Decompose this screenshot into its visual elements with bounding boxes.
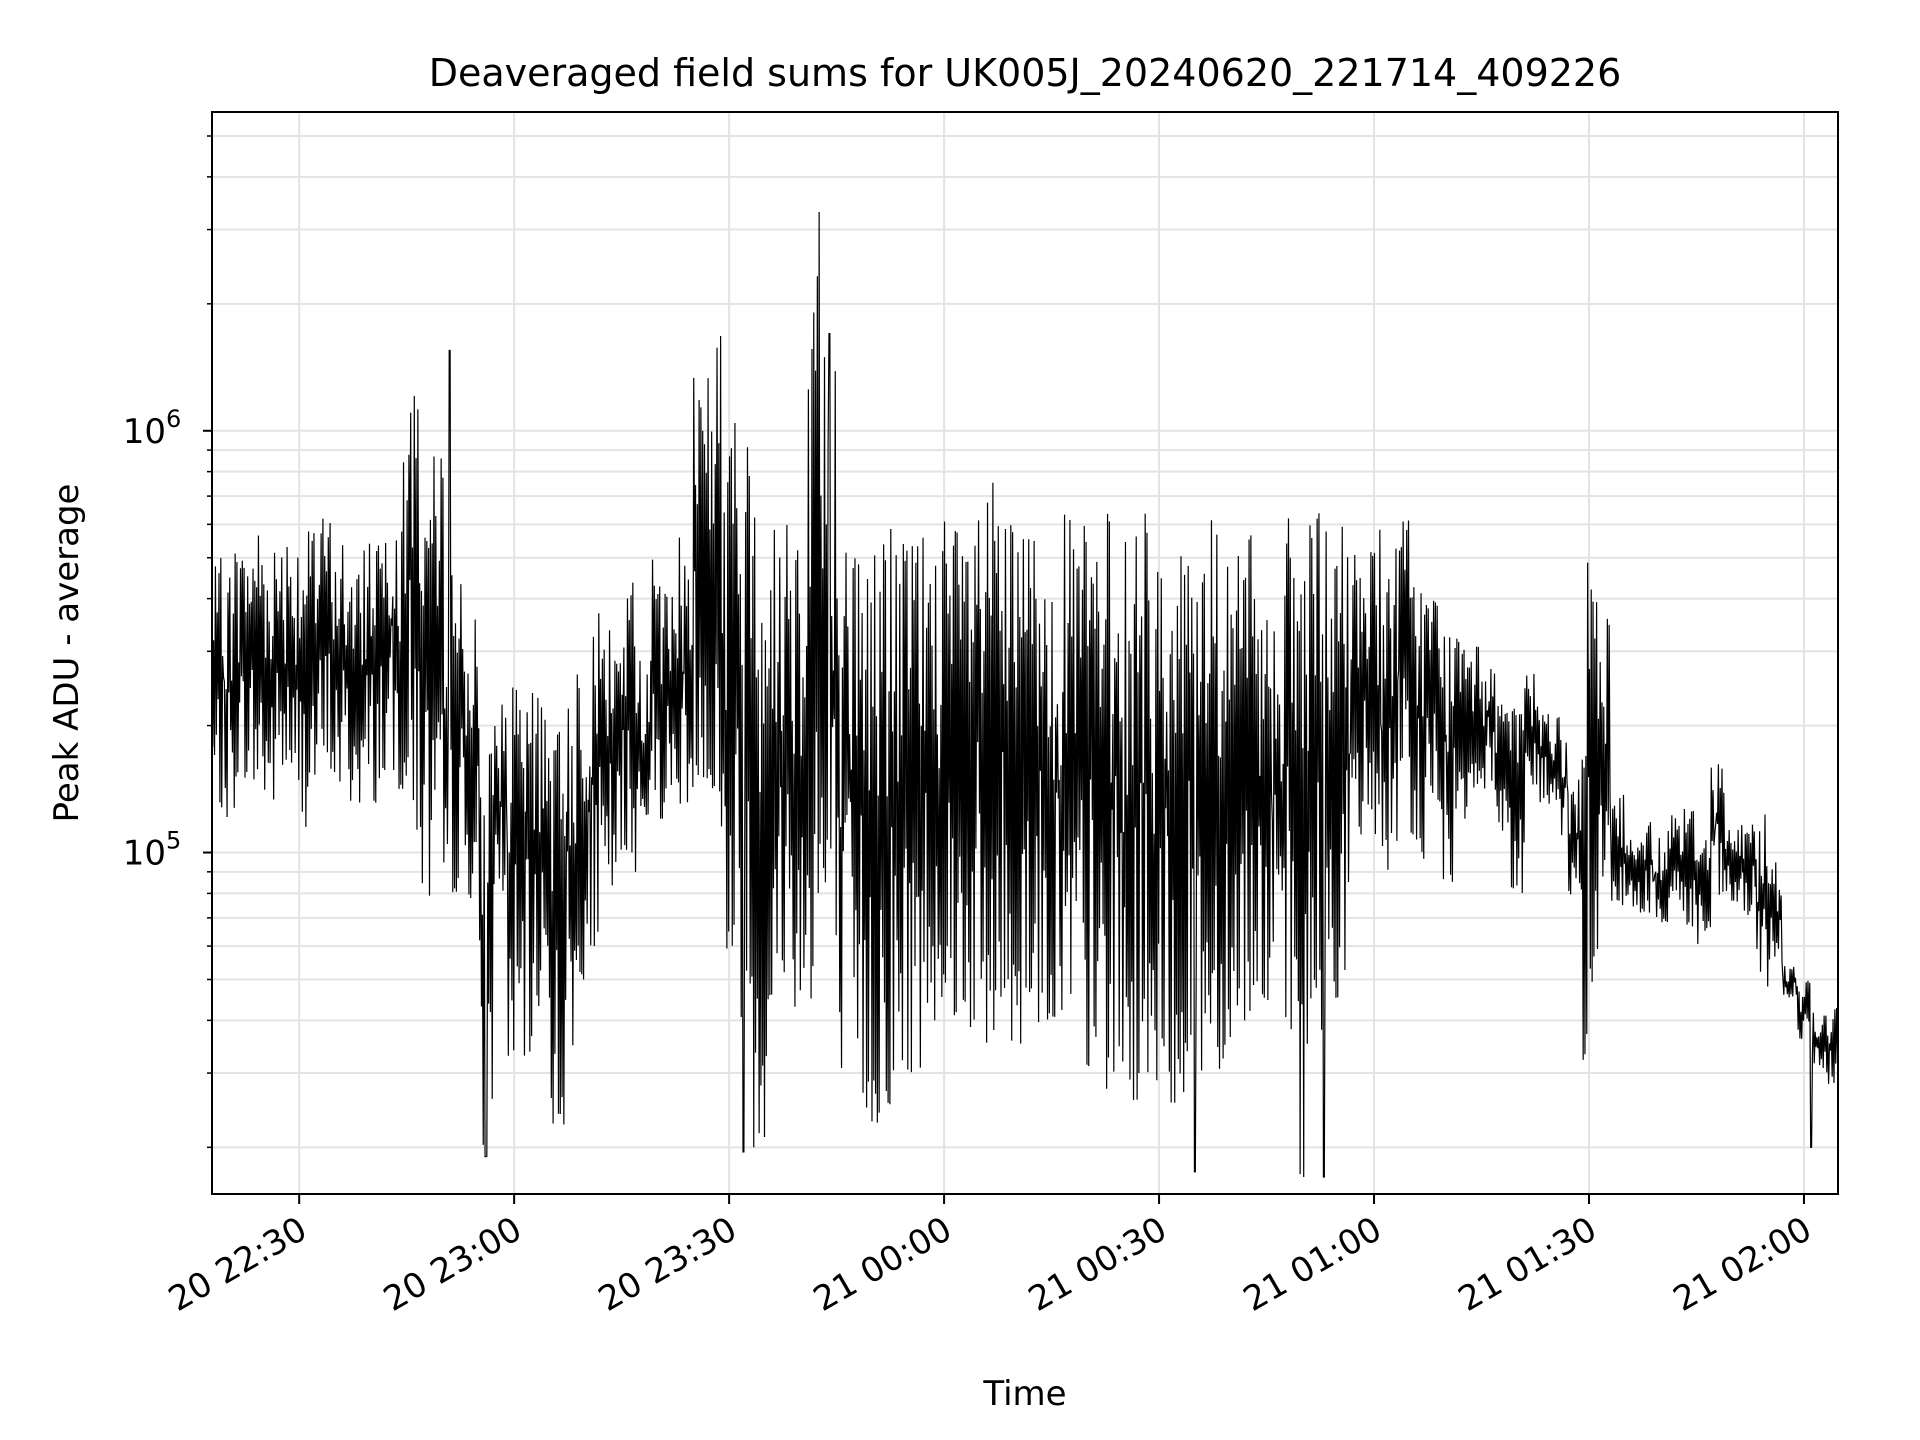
y-axis-label: Peak ADU - average (47, 484, 87, 823)
plot-area (212, 211, 1838, 1178)
x-axis-label: Time (982, 1374, 1066, 1414)
y-tick-label: 106 (123, 405, 182, 452)
axes-frame (211, 111, 1839, 1195)
series-line (212, 211, 1838, 1178)
y-axis: 105 106 (123, 135, 212, 1149)
y-tick-label: 105 (123, 827, 182, 874)
chart-title: Deaveraged field sums for UK005J_2024062… (429, 51, 1622, 95)
